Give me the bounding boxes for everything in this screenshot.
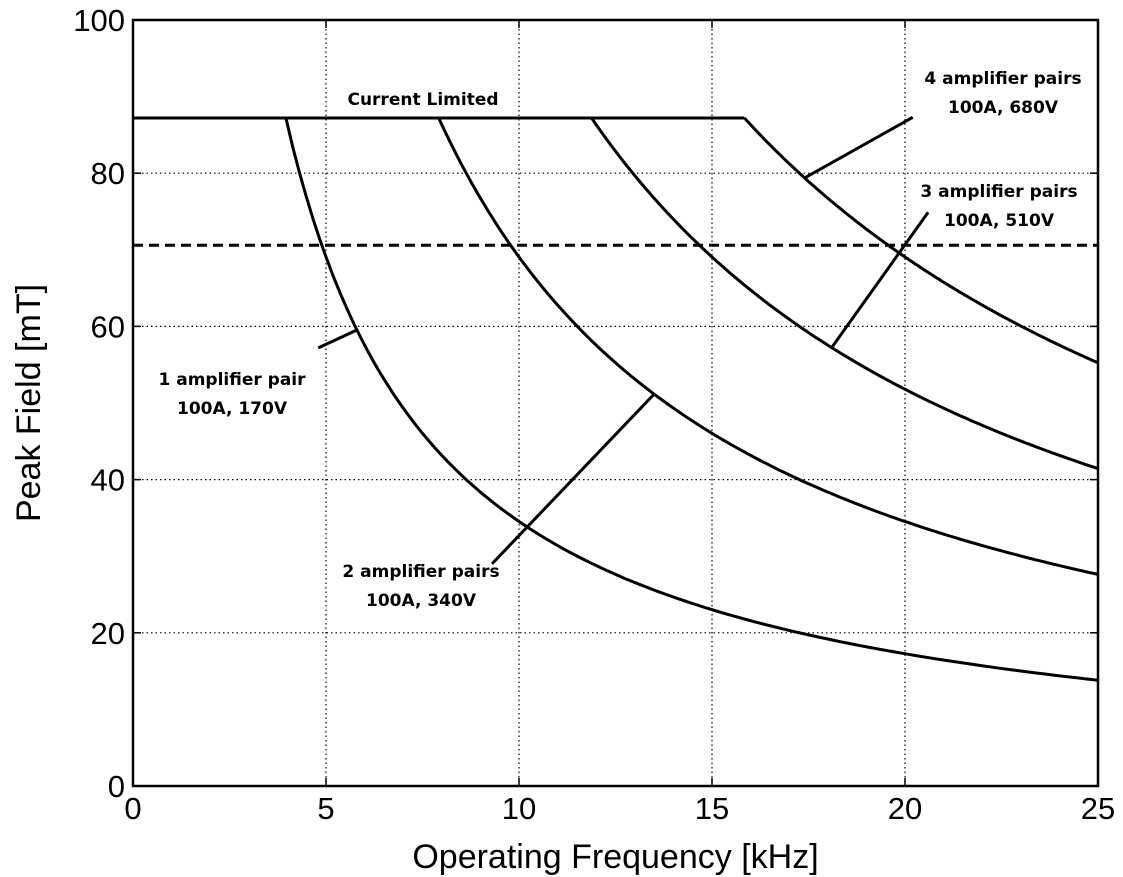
annotation-series-2-line-1: 2 amplifier pairs [342, 562, 499, 582]
y-tick-label: 40 [91, 463, 125, 498]
annotation-series-1-line-1: 1 amplifier pair [158, 370, 306, 390]
x-tick-label: 10 [502, 791, 536, 826]
annotation-series-4-line-2: 100A, 680V [948, 98, 1059, 118]
annotation-series-1-line-2: 100A, 170V [177, 399, 288, 419]
x-tick-label: 20 [888, 791, 922, 826]
x-tick-label: 25 [1081, 791, 1115, 826]
y-tick-label: 0 [108, 769, 125, 804]
annotation-leader-4 [805, 117, 913, 178]
x-tick-label: 0 [124, 791, 141, 826]
annotation-leader-1 [318, 330, 357, 348]
y-axis-label: Peak Field [mT] [10, 284, 48, 522]
x-tick-label: 15 [695, 791, 729, 826]
annotation-current-limited: Current Limited [347, 90, 498, 110]
y-tick-label: 20 [91, 616, 125, 651]
annotation-leader-3 [832, 212, 929, 347]
y-tick-label: 100 [73, 3, 125, 38]
y-tick-label: 60 [91, 309, 125, 344]
x-tick-label: 5 [317, 791, 334, 826]
x-axis-label: Operating Frequency [kHz] [412, 838, 818, 876]
annotation-series-4-line-1: 4 amplifier pairs [924, 69, 1081, 89]
annotation-series-2-line-2: 100A, 340V [366, 591, 477, 611]
y-tick-label: 80 [91, 156, 125, 191]
series-3-curve [592, 118, 1098, 469]
annotation-series-3-line-1: 3 amplifier pairs [920, 182, 1077, 202]
annotation-series-3-line-2: 100A, 510V [944, 211, 1055, 231]
